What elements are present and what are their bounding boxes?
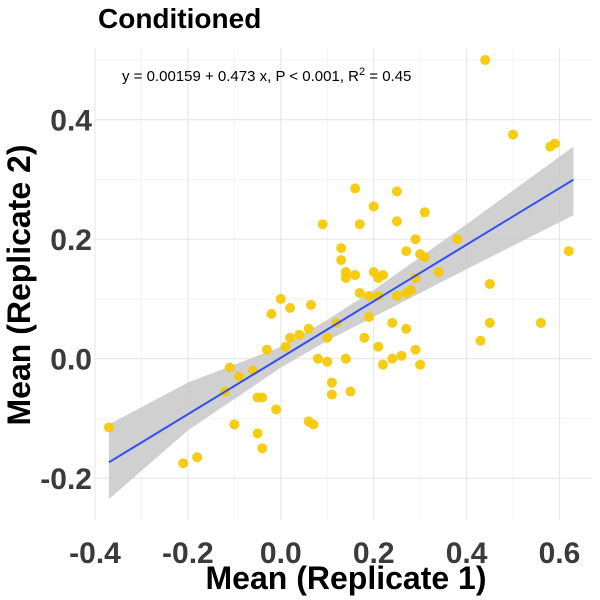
data-point bbox=[312, 353, 323, 364]
data-point bbox=[257, 443, 268, 454]
data-point bbox=[373, 290, 384, 301]
x-tick-label: -0.2 bbox=[162, 537, 214, 570]
data-point bbox=[280, 341, 291, 352]
data-point bbox=[326, 377, 337, 388]
data-point bbox=[377, 270, 388, 281]
data-point bbox=[178, 458, 189, 469]
data-point bbox=[350, 183, 361, 194]
data-point bbox=[275, 293, 286, 304]
data-point bbox=[317, 219, 328, 230]
data-point bbox=[257, 392, 268, 403]
chart-title: Conditioned bbox=[98, 3, 261, 34]
data-point bbox=[419, 207, 430, 218]
x-tick-label: 0.4 bbox=[446, 537, 488, 570]
x-tick-label: 0.6 bbox=[539, 537, 581, 570]
data-points bbox=[103, 54, 574, 469]
data-point bbox=[266, 308, 277, 319]
data-point bbox=[322, 332, 333, 343]
data-point bbox=[401, 323, 412, 334]
data-point bbox=[396, 350, 407, 361]
data-point bbox=[308, 419, 319, 430]
data-point bbox=[391, 290, 402, 301]
y-tick-label: -0.2 bbox=[40, 463, 92, 496]
y-axis-label: Mean (Replicate 2) bbox=[1, 145, 37, 426]
data-point bbox=[285, 302, 296, 313]
data-point bbox=[484, 279, 495, 289]
data-point bbox=[354, 287, 365, 298]
x-tick-label: 0.2 bbox=[353, 537, 395, 570]
data-point bbox=[322, 356, 333, 367]
data-point bbox=[387, 353, 398, 364]
data-point bbox=[410, 234, 421, 245]
data-point bbox=[345, 386, 356, 397]
y-tick-label: 0.0 bbox=[50, 344, 92, 377]
data-point bbox=[233, 371, 244, 382]
data-point bbox=[419, 252, 430, 263]
data-point bbox=[261, 344, 272, 355]
x-axis-label: Mean (Replicate 1) bbox=[206, 560, 487, 596]
data-point bbox=[373, 341, 384, 352]
regression-annotation: y = 0.00159 + 0.473 x, P < 0.001, R2 = 0… bbox=[122, 66, 411, 85]
data-point bbox=[484, 317, 495, 328]
data-point bbox=[336, 255, 347, 266]
data-point bbox=[364, 290, 375, 301]
data-point bbox=[410, 273, 421, 284]
data-point bbox=[359, 332, 370, 343]
data-point bbox=[452, 234, 463, 245]
data-point bbox=[285, 332, 296, 343]
data-point bbox=[326, 389, 337, 400]
data-point bbox=[271, 404, 282, 415]
annotation-superscript: 2 bbox=[359, 66, 365, 78]
data-point bbox=[350, 270, 361, 281]
data-point bbox=[391, 186, 402, 197]
data-point bbox=[433, 267, 444, 278]
data-point bbox=[401, 246, 412, 257]
data-point bbox=[229, 419, 240, 430]
data-point bbox=[364, 311, 375, 322]
data-point bbox=[305, 299, 316, 310]
data-point bbox=[103, 422, 114, 433]
data-point bbox=[387, 317, 398, 328]
x-tick-label: 0.0 bbox=[260, 537, 302, 570]
y-tick-label: 0.2 bbox=[50, 224, 92, 257]
data-point bbox=[410, 344, 421, 355]
data-point bbox=[377, 359, 388, 370]
x-tick-label: -0.4 bbox=[69, 537, 121, 570]
annotation-tail: = 0.45 bbox=[365, 68, 411, 85]
data-point bbox=[549, 138, 560, 149]
data-point bbox=[340, 267, 351, 278]
data-point bbox=[294, 329, 305, 340]
data-point bbox=[563, 246, 574, 257]
data-point bbox=[508, 129, 519, 140]
y-tick-label: 0.4 bbox=[50, 105, 92, 138]
data-point bbox=[535, 317, 546, 328]
data-point bbox=[368, 201, 379, 212]
regression-line bbox=[108, 178, 574, 464]
annotation-main: y = 0.00159 + 0.473 x, P < 0.001, R bbox=[122, 68, 359, 85]
data-point bbox=[480, 54, 491, 65]
fit-line bbox=[108, 178, 574, 464]
data-point bbox=[391, 216, 402, 227]
tick-labels: -0.4 -0.2 0.0 0.2 0.4 0.6 -0.2 0.0 0.2 0.4 bbox=[40, 105, 580, 570]
data-point bbox=[252, 428, 263, 439]
data-point bbox=[405, 284, 416, 295]
grid-lines bbox=[94, 48, 592, 520]
data-point bbox=[354, 219, 365, 230]
data-point bbox=[303, 323, 314, 334]
data-point bbox=[475, 335, 486, 346]
data-point bbox=[192, 452, 203, 463]
data-point bbox=[224, 362, 235, 373]
data-point bbox=[415, 359, 426, 370]
data-point bbox=[336, 243, 347, 254]
data-point bbox=[340, 353, 351, 364]
